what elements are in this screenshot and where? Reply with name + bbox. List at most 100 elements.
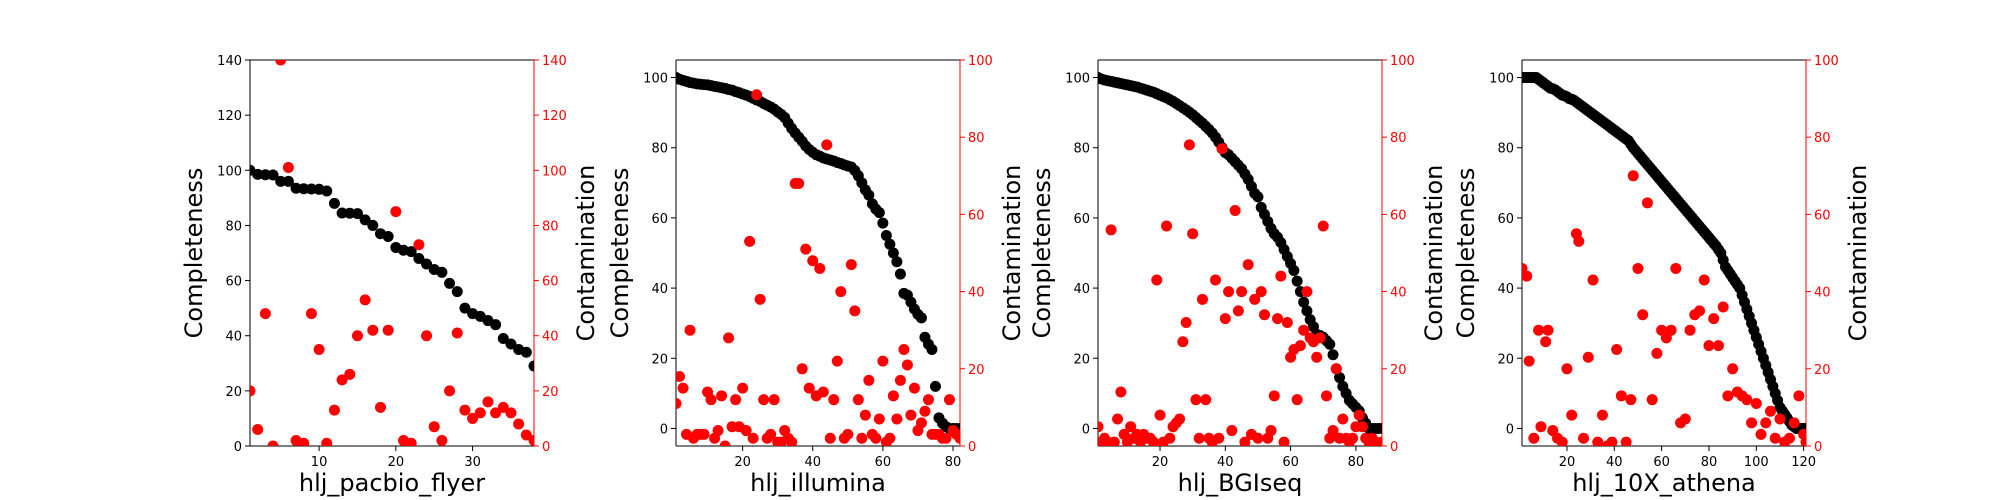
contamination-point (793, 178, 805, 190)
contamination-point (1242, 259, 1254, 271)
contamination-point (1774, 413, 1786, 425)
contamination-point (1800, 436, 1806, 446)
contamination-point (1651, 347, 1663, 359)
contamination-point (1783, 432, 1795, 444)
y-left-tick-label: 100 (643, 72, 668, 87)
completeness-point (877, 217, 889, 229)
y-right-tick-label: 40 (968, 286, 985, 301)
completeness-point (344, 207, 356, 219)
contamination-point (1327, 425, 1339, 437)
completeness-point (1327, 349, 1339, 361)
y-left-tick-label: 100 (1065, 72, 1090, 87)
contamination-point (336, 374, 348, 386)
contamination-point (1760, 417, 1772, 429)
completeness-point (351, 208, 363, 220)
data-points (1098, 72, 1382, 446)
contamination-point (1154, 409, 1166, 421)
contamination-point (1523, 355, 1535, 367)
contamination-point (351, 330, 363, 342)
contamination-point (1115, 386, 1127, 398)
y-left-tick-label: 100 (217, 164, 242, 179)
y-left-tick-label: 60 (651, 212, 668, 227)
contamination-point (768, 394, 780, 406)
x-axis-label: hlj_10X_athena (1572, 469, 1756, 497)
y-right-tick-label: 120 (542, 109, 567, 124)
x-tick-label: 100 (1744, 455, 1769, 470)
contamination-point (1625, 394, 1637, 406)
y-left-tick-label: 20 (225, 385, 242, 400)
completeness-point (528, 360, 534, 372)
chart-panel-2: 20 40 60 80 0 20 40 60 80 100 0 20 40 60 80 100 hlj_illu… (606, 54, 1026, 497)
contamination-point (943, 394, 955, 406)
contamination-point (1180, 316, 1192, 328)
y-left-tick-label: 40 (1073, 282, 1090, 297)
y-left-tick-label: 120 (217, 109, 242, 124)
contamination-point (1708, 313, 1720, 325)
contamination-point (807, 255, 819, 267)
contamination-point (444, 385, 456, 397)
contamination-point (1703, 340, 1715, 352)
contamination-point (405, 437, 417, 446)
x-tick-label: 80 (1701, 455, 1718, 470)
contamination-point (1793, 390, 1805, 402)
x-tick-label: 60 (875, 455, 892, 470)
contamination-point (905, 409, 917, 421)
contamination-point (859, 409, 871, 421)
contamination-point (382, 324, 394, 336)
contamination-point (1587, 274, 1599, 286)
contamination-point (1606, 436, 1618, 446)
x-tick-label: 60 (1282, 455, 1299, 470)
contamination-point (919, 405, 931, 417)
contamination-point (856, 432, 868, 444)
y-left-tick-label: 0 (1082, 422, 1090, 437)
contamination-point (786, 436, 798, 446)
contamination-point (723, 332, 735, 344)
contamination-point (845, 259, 857, 271)
contamination-point (824, 432, 836, 444)
contamination-point (1317, 220, 1329, 232)
completeness-point (413, 253, 425, 265)
contamination-point (1542, 324, 1554, 336)
completeness-point (505, 338, 517, 350)
contamination-point (1679, 413, 1691, 425)
x-tick-label: 20 (734, 455, 751, 470)
contamination-point (490, 407, 502, 419)
contamination-point (940, 432, 952, 444)
y-right-tick-label: 140 (542, 54, 567, 69)
x-tick-label: 60 (1653, 455, 1670, 470)
completeness-point (305, 183, 317, 195)
contamination-point (1187, 228, 1199, 240)
contamination-point (374, 401, 386, 413)
contamination-point (698, 428, 710, 440)
contamination-point (1582, 351, 1594, 363)
y-right-tick-label: 60 (1390, 208, 1407, 223)
contamination-point (1291, 394, 1303, 406)
contamination-point (1232, 305, 1244, 317)
y-left-tick-label: 80 (225, 219, 242, 234)
contamination-point (1578, 432, 1590, 444)
contamination-point (413, 239, 425, 251)
contamination-point (482, 396, 494, 408)
contamination-point (459, 404, 471, 416)
y-right-tick-label: 20 (968, 363, 985, 378)
contamination-point (1239, 436, 1251, 446)
contamination-point (894, 374, 906, 386)
y-right-tick-label: 80 (968, 131, 985, 146)
y-left-tick-label: 0 (660, 422, 668, 437)
contamination-point (513, 418, 525, 430)
completeness-point (405, 246, 417, 258)
completeness-point (891, 256, 903, 268)
contamination-point (1330, 363, 1342, 375)
contamination-point (451, 327, 463, 339)
contamination-point (1727, 363, 1739, 375)
contamination-point (817, 386, 829, 398)
contamination-point (467, 412, 479, 424)
y-right-tick-label: 40 (542, 330, 559, 345)
y-right-tick-label: 80 (1814, 131, 1831, 146)
completeness-point (267, 169, 279, 181)
completeness-point (298, 183, 310, 195)
contamination-point (821, 139, 833, 151)
contamination-point (1174, 413, 1186, 425)
contamination-point (1592, 436, 1604, 446)
contamination-point (1615, 390, 1627, 402)
